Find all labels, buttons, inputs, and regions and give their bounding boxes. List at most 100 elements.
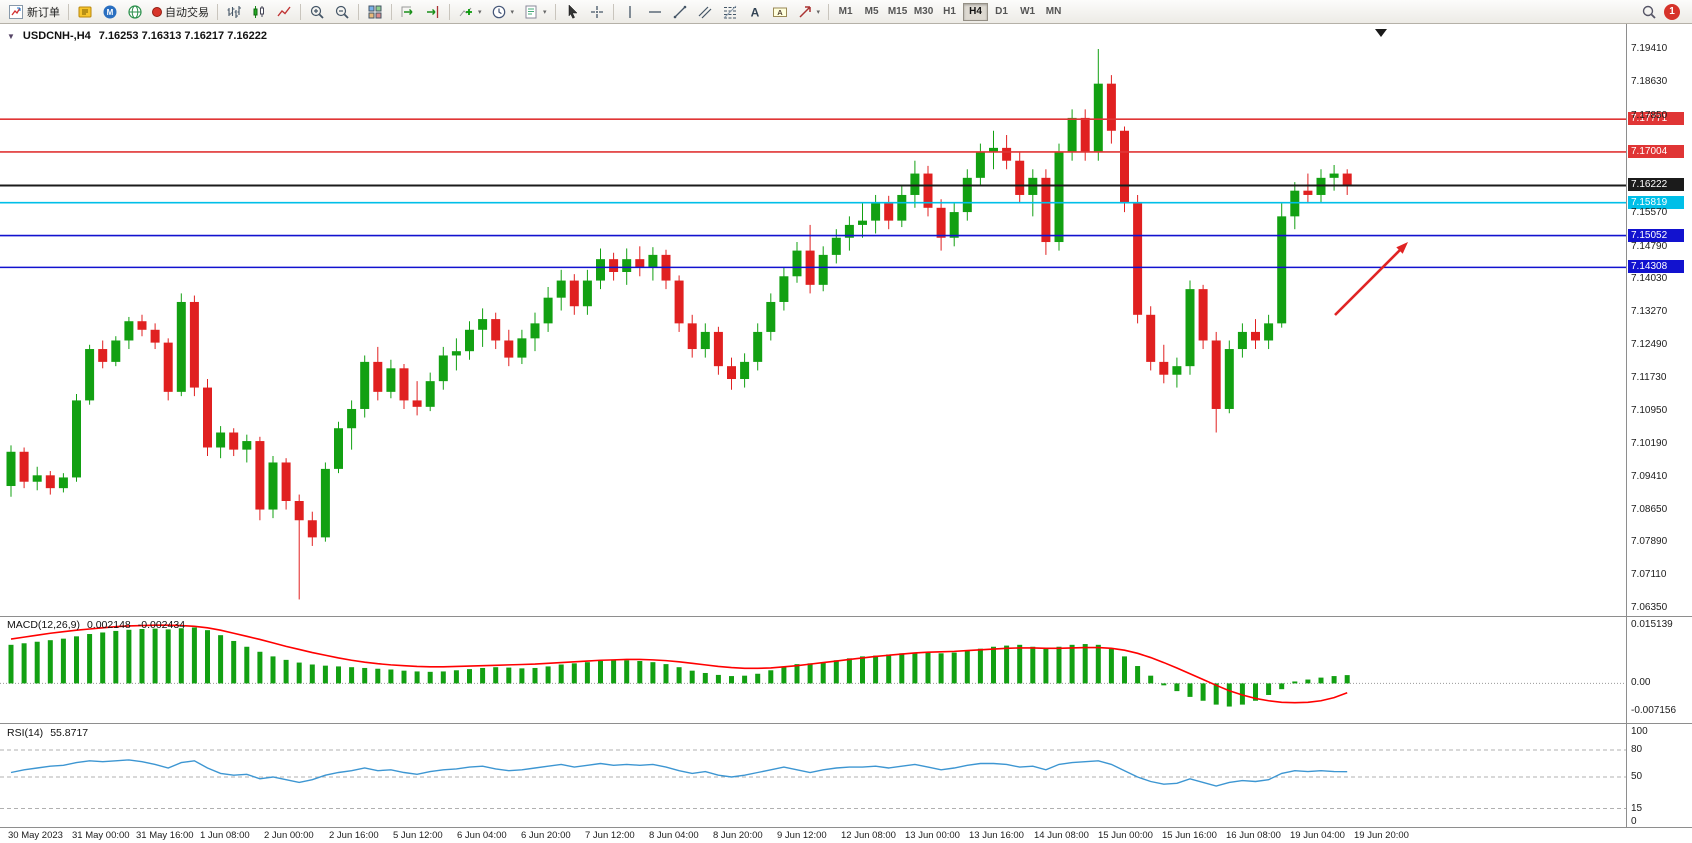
globe-icon — [128, 4, 142, 19]
macd-histogram-bar — [781, 666, 787, 684]
candle-body — [163, 342, 173, 392]
one-click-trading-icon[interactable]: ▼ — [7, 31, 15, 41]
macd-histogram-bar — [453, 670, 459, 684]
text-button[interactable]: A — [743, 2, 767, 22]
candle-body — [294, 500, 304, 521]
timeframe-button-mn[interactable]: MN — [1041, 3, 1066, 21]
candle-body — [203, 387, 212, 448]
macd-signal-line — [10, 624, 1348, 704]
macd-histogram-bar — [938, 653, 944, 684]
macd-histogram-bar — [689, 670, 695, 684]
zoom-in-button[interactable] — [305, 2, 329, 22]
candle-body — [648, 254, 658, 268]
macd-histogram-bar — [467, 669, 472, 684]
candle-body — [1067, 117, 1077, 153]
candlestick-chart-icon — [253, 5, 264, 18]
macd-histogram-bar — [1017, 644, 1023, 684]
vertical-line-button[interactable] — [618, 2, 642, 22]
macd-histogram-bar — [624, 660, 630, 684]
timeframe-button-m30[interactable]: M30 — [911, 3, 936, 21]
timeframe-button-m15[interactable]: M15 — [885, 3, 910, 21]
candle-body — [1159, 361, 1169, 375]
macd-histogram-bar — [532, 667, 538, 684]
candle-body — [98, 349, 108, 362]
metaeditor-button[interactable] — [73, 2, 97, 22]
candle-body — [425, 381, 435, 407]
timeframe-button-m5[interactable]: M5 — [859, 3, 884, 21]
macd-histogram-bar — [1095, 644, 1101, 684]
candle-body — [962, 177, 972, 213]
notification-badge[interactable]: 1 — [1664, 3, 1680, 20]
autotrading-button[interactable]: 自动交易 — [148, 2, 213, 22]
new-order-button[interactable]: 新订单 — [4, 2, 64, 22]
search-icon[interactable] — [1641, 4, 1657, 20]
new-order-label: 新订单 — [27, 6, 60, 19]
bar-chart-button[interactable] — [222, 2, 246, 22]
macd-histogram-bar — [886, 654, 892, 684]
cursor-button[interactable] — [560, 2, 584, 22]
timeframe-button-d1[interactable]: D1 — [989, 3, 1014, 21]
line-chart-button[interactable] — [272, 2, 296, 22]
line-chart-icon — [277, 6, 291, 16]
trendline-button[interactable] — [668, 2, 692, 22]
toolbar-separator — [612, 3, 614, 20]
macd-histogram-bar — [702, 672, 708, 684]
auto-scroll-icon — [401, 6, 413, 17]
trend-arrow-annotation[interactable] — [1334, 249, 1401, 316]
candle-body — [504, 340, 514, 358]
toolbar-separator — [554, 3, 556, 20]
candle-body — [740, 361, 750, 380]
text-label-button[interactable]: A — [768, 2, 792, 22]
macd-histogram-bar — [951, 652, 957, 684]
auto-scroll-button[interactable] — [396, 2, 420, 22]
candle-body — [216, 432, 226, 448]
fibonacci-button[interactable] — [718, 2, 742, 22]
tile-windows-button[interactable] — [363, 2, 387, 22]
candle-body — [111, 340, 121, 362]
candle-body — [399, 368, 409, 401]
candle-body — [32, 475, 42, 482]
chart-canvas[interactable] — [0, 24, 1692, 843]
candle-body — [687, 323, 697, 350]
horizontal-line-button[interactable] — [643, 2, 667, 22]
candle-body — [543, 297, 553, 324]
macd-histogram-bar — [846, 658, 852, 684]
templates-button[interactable]: ▾ — [519, 2, 551, 22]
crosshair-button[interactable] — [585, 2, 609, 22]
arrows-button[interactable]: ▾ — [793, 2, 825, 22]
chart-shift-button[interactable] — [421, 2, 445, 22]
timeframe-button-w1[interactable]: W1 — [1015, 3, 1040, 21]
candle-body — [268, 462, 278, 510]
candle-body — [1015, 160, 1025, 195]
timeframe-button-m1[interactable]: M1 — [833, 3, 858, 21]
macd-histogram-bar — [191, 627, 197, 684]
community-button[interactable] — [123, 2, 147, 22]
timeframe-button-h1[interactable]: H1 — [937, 3, 962, 21]
candle-body — [255, 441, 265, 510]
candle-body — [582, 280, 592, 307]
indicators-button[interactable]: ▾ — [454, 2, 486, 22]
macd-histogram-bar — [1056, 646, 1062, 684]
macd-histogram-bar — [755, 673, 761, 684]
mql5-button[interactable]: M — [98, 2, 122, 22]
zoom-out-button[interactable] — [330, 2, 354, 22]
timeframe-button-h4[interactable]: H4 — [963, 2, 989, 21]
macd-histogram-bar — [899, 653, 905, 684]
candle-body — [176, 301, 186, 392]
periods-button[interactable]: ▾ — [487, 2, 519, 22]
macd-histogram-bar — [231, 640, 237, 684]
candle-body — [1133, 203, 1143, 315]
chart-shift-icon — [427, 5, 439, 18]
macd-histogram-bar — [873, 655, 879, 684]
candle-body — [438, 355, 448, 382]
candle-body — [753, 331, 763, 362]
candle-body — [1198, 289, 1208, 341]
macd-histogram-bar — [1122, 656, 1127, 684]
macd-histogram-bar — [519, 668, 525, 684]
macd-histogram-bar — [165, 629, 171, 684]
toolbar-separator — [449, 3, 450, 20]
candlestick-chart-button[interactable] — [247, 2, 271, 22]
macd-histogram-bar — [860, 656, 865, 684]
channel-button[interactable] — [693, 2, 717, 22]
text-tool-icon: A — [750, 5, 759, 19]
